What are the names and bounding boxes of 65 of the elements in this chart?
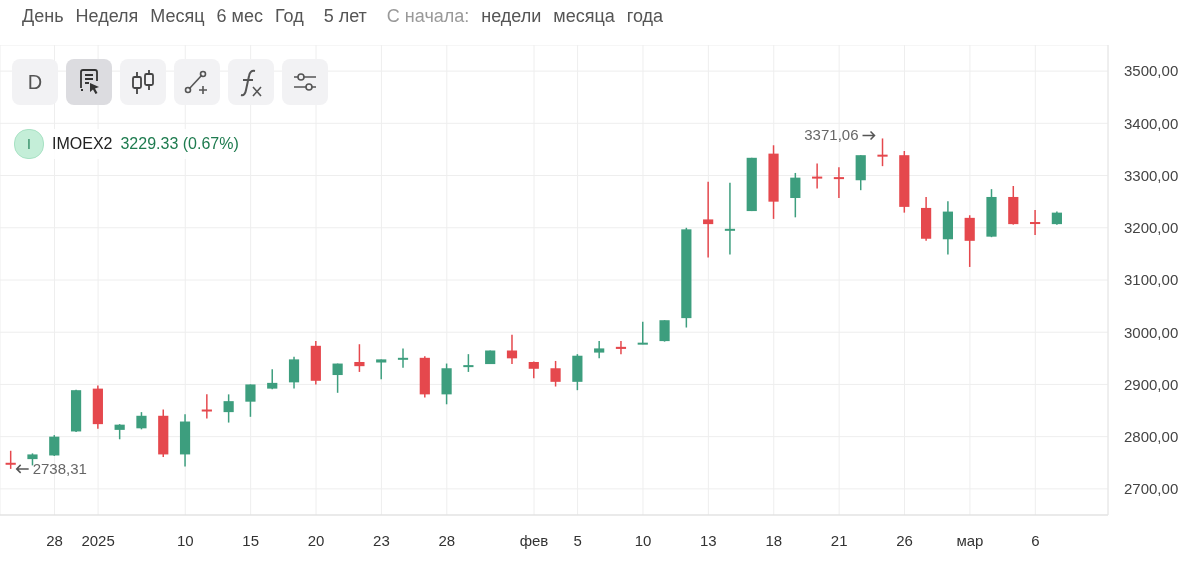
y-tick-label: 3000,00 <box>1124 323 1179 341</box>
text: 6 мес <box>216 6 263 27</box>
text: 3229.33 (0.67%) <box>120 135 239 153</box>
text: месяца <box>553 6 615 27</box>
x-tick-label: 23 <box>373 531 390 549</box>
annotation: 3371,06 <box>804 126 859 144</box>
candlestick <box>288 356 300 390</box>
candlestick <box>332 362 343 394</box>
candlestick <box>877 137 888 167</box>
candlestick <box>550 360 561 388</box>
x-tick-label: 26 <box>896 531 913 549</box>
candlestick <box>833 166 845 199</box>
annotation: I <box>14 129 44 159</box>
y-tick-label: 2900,00 <box>1124 375 1179 393</box>
text: Неделя <box>75 6 139 27</box>
x-tick-label: 10 <box>176 531 194 549</box>
text: 5 лет <box>323 6 367 27</box>
candlestick <box>245 383 256 418</box>
x-tick-label: мар <box>956 531 984 549</box>
y-tick-label: 3400,00 <box>1124 114 1179 132</box>
candlestick <box>594 340 605 360</box>
y-tick-label: 3300,00 <box>1124 166 1179 184</box>
candlestick <box>397 347 409 369</box>
x-tick-label: 28 <box>46 531 63 549</box>
x-tick-label: фев <box>519 531 549 549</box>
x-tick-label: 15 <box>242 531 259 549</box>
candlestick <box>790 172 801 219</box>
x-tick-label: 20 <box>307 531 325 549</box>
button: D <box>12 59 58 105</box>
text: С начала: <box>386 6 470 27</box>
candlestick <box>5 450 16 470</box>
candlestick <box>964 214 975 268</box>
y-tick-label: 2700,00 <box>1124 480 1179 498</box>
candlestick <box>812 162 823 190</box>
annotation: D <box>27 70 43 94</box>
annotation: 2738,31 <box>32 459 87 477</box>
x-tick-label: 6 <box>1031 531 1040 549</box>
candlestick <box>223 393 234 424</box>
x-tick-label: 21 <box>830 531 848 549</box>
text: Месяц <box>150 6 205 27</box>
x-tick-label: 2025 <box>81 531 115 549</box>
y-tick-label: 2800,00 <box>1124 427 1179 445</box>
text: года <box>626 6 664 27</box>
x-tick-label: 5 <box>573 531 582 549</box>
x-tick-label: 13 <box>700 531 717 549</box>
candlestick <box>724 182 736 256</box>
x-tick-label: 18 <box>765 531 783 549</box>
candlestick <box>354 343 365 373</box>
text: недели <box>481 6 542 27</box>
y-tick-label: 3100,00 <box>1124 271 1179 289</box>
text: День <box>22 6 64 27</box>
y-tick-label: 3500,00 <box>1124 62 1179 80</box>
x-tick-label: 28 <box>438 531 456 549</box>
candlestick <box>703 181 714 259</box>
candlestick <box>659 319 670 343</box>
candlestick <box>49 434 60 457</box>
text: IMOEX2 <box>52 135 113 153</box>
candlestick <box>201 393 212 420</box>
candlestick <box>1029 209 1041 236</box>
y-tick-label: 3200,00 <box>1124 219 1179 237</box>
candlestick <box>615 340 627 355</box>
candlestick <box>376 358 387 380</box>
text: Год <box>274 6 304 27</box>
candlestick <box>637 321 648 345</box>
x-tick-label: 10 <box>634 531 652 549</box>
